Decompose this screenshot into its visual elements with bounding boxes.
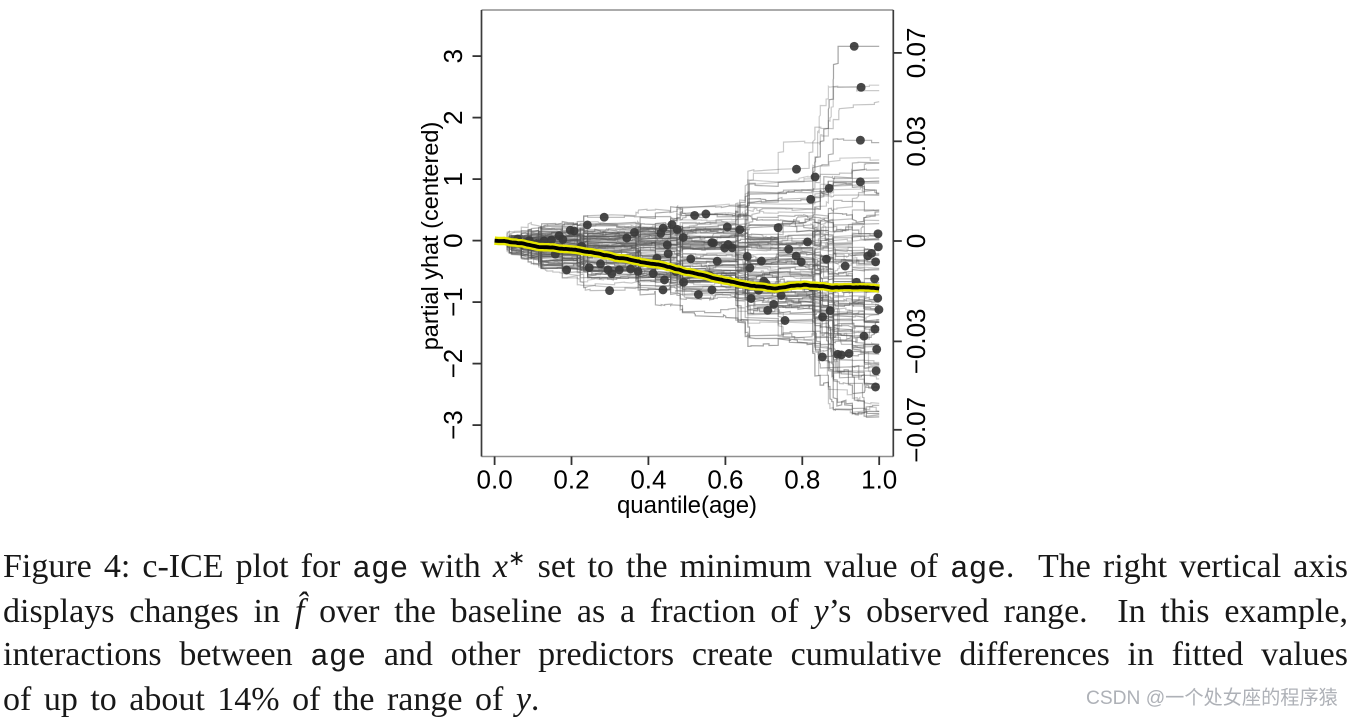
svg-text:0: 0 (438, 233, 468, 247)
svg-text:0.03: 0.03 (901, 116, 931, 167)
svg-text:0.8: 0.8 (784, 465, 820, 495)
svg-text:0.0: 0.0 (477, 465, 513, 495)
svg-text:0.2: 0.2 (553, 465, 589, 495)
svg-text:−0.03: −0.03 (901, 309, 931, 375)
svg-text:0.4: 0.4 (630, 465, 666, 495)
svg-text:1: 1 (438, 172, 468, 186)
svg-text:0.6: 0.6 (707, 465, 743, 495)
svg-text:quantile(age): quantile(age) (617, 492, 757, 519)
svg-text:−1: −1 (438, 287, 468, 317)
svg-text:3: 3 (438, 49, 468, 63)
svg-text:0.07: 0.07 (901, 28, 931, 79)
svg-text:2: 2 (438, 110, 468, 124)
svg-text:−0.07: −0.07 (901, 397, 931, 463)
svg-text:0: 0 (901, 234, 931, 248)
svg-text:partial yhat (centered): partial yhat (centered) (417, 122, 443, 351)
svg-text:−2: −2 (438, 349, 468, 379)
svg-text:−3: −3 (438, 410, 468, 440)
svg-text:1.0: 1.0 (861, 465, 897, 495)
